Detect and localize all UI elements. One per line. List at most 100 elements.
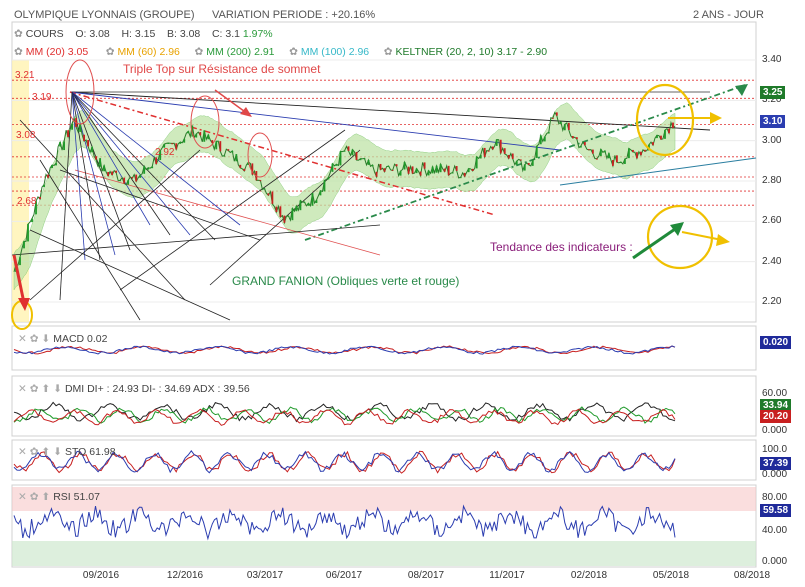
gear-icon[interactable]: ✿ [14,28,23,40]
candle [620,162,622,164]
close-icon[interactable]: ✕ [18,491,27,503]
candle [135,174,138,182]
fan-line [29,229,231,321]
candle [603,150,606,153]
legend-close: C: 3.1 [211,28,240,40]
candle [99,158,102,167]
sto-tick-0: 0.000 [762,469,788,480]
candle [531,160,534,166]
y-tick-label: 3.40 [762,54,782,65]
candle [616,155,618,163]
candle [311,193,314,206]
yellow-arrowhead-1 [710,112,722,124]
y-tick-label: 3.20 [762,94,782,106]
candle [507,154,510,159]
sto-label: STO [64,446,87,458]
candle [67,130,69,137]
close-icon[interactable]: ✕ [18,383,27,395]
arrow-up-icon[interactable]: ⬆ [41,383,51,395]
candle [203,130,206,142]
close-icon[interactable]: ✕ [18,333,27,345]
x-tick-label: 08/2018 [733,570,771,581]
red-down-arrow [12,254,26,304]
support-line [559,157,757,186]
candle [171,143,174,145]
macd-line [13,345,676,355]
arrow-down-icon[interactable]: ⬇ [53,446,63,458]
candle [551,117,554,119]
candle [319,190,322,196]
x-tick-label: 08/2017 [407,570,445,581]
candle [415,168,418,174]
y-tick-label: 2.60 [762,215,782,227]
candle [27,224,29,242]
fan-line [39,159,141,321]
candle [395,164,398,167]
candle [664,130,666,139]
candle [155,157,158,165]
arrow-down-icon[interactable]: ⬇ [41,333,51,345]
candle [463,172,466,177]
candle [215,141,218,150]
level-label-321: 3.21 [15,70,35,81]
candle [656,135,658,139]
candle [59,142,61,147]
close-icon[interactable]: ✕ [18,446,27,458]
candle [247,162,250,166]
variation-text: VARIATION PERIODE : +20.16% [212,9,376,21]
arrow-up-icon[interactable]: ⬆ [41,491,51,503]
candle [479,154,482,159]
legend-change: 1.97% [242,28,273,40]
trend-line-top [69,91,711,131]
gear-icon[interactable]: ✿ [29,446,39,458]
green-oblique [304,84,746,241]
candle [539,135,542,145]
gear-icon[interactable]: ✿ [14,46,23,58]
candle [427,170,430,176]
candle [451,172,454,174]
candle [419,171,422,176]
candle [672,122,674,129]
candle [179,142,182,144]
candle [491,146,494,150]
candle [159,151,162,161]
rsi-tick-40: 40.00 [762,525,788,536]
rsi-controls: ✕ ✿ ⬆ RSI 51.07 [18,491,100,503]
candle [367,159,370,165]
candle [219,141,222,152]
gear-icon[interactable]: ✿ [383,46,393,58]
fan-line [119,129,346,291]
fan-line [19,119,186,301]
candle [39,196,41,200]
candle [515,161,518,165]
rsi-badge: 59.58 [760,504,792,517]
macd-value: 0.02 [87,333,108,345]
rsi-tick-0: 0.000 [762,556,788,567]
candle [527,163,530,165]
lower-black-line [11,224,381,256]
red-down-arrowhead [18,298,30,311]
candle [95,156,98,160]
candle [71,123,73,130]
candle [115,170,118,173]
candle [640,151,642,156]
candle [435,165,438,173]
candle [211,140,214,144]
x-tick-label: 12/2016 [166,570,204,581]
gear-icon[interactable]: ✿ [289,46,298,58]
gear-icon[interactable]: ✿ [29,491,39,503]
gear-icon[interactable]: ✿ [29,333,39,345]
candle [467,168,470,173]
candle [123,177,126,184]
gear-icon[interactable]: ✿ [105,46,115,58]
candle [263,188,266,190]
price-badge-325: 3.25 [760,86,786,99]
candle [139,175,142,178]
gear-icon[interactable]: ✿ [194,46,204,58]
rsi-line [13,504,676,541]
candle [399,171,402,176]
arrow-down-icon[interactable]: ⬇ [53,383,63,395]
arrow-up-icon[interactable]: ⬆ [41,446,51,458]
green-trend-arrowhead [670,222,684,236]
gear-icon[interactable]: ✿ [29,383,39,395]
